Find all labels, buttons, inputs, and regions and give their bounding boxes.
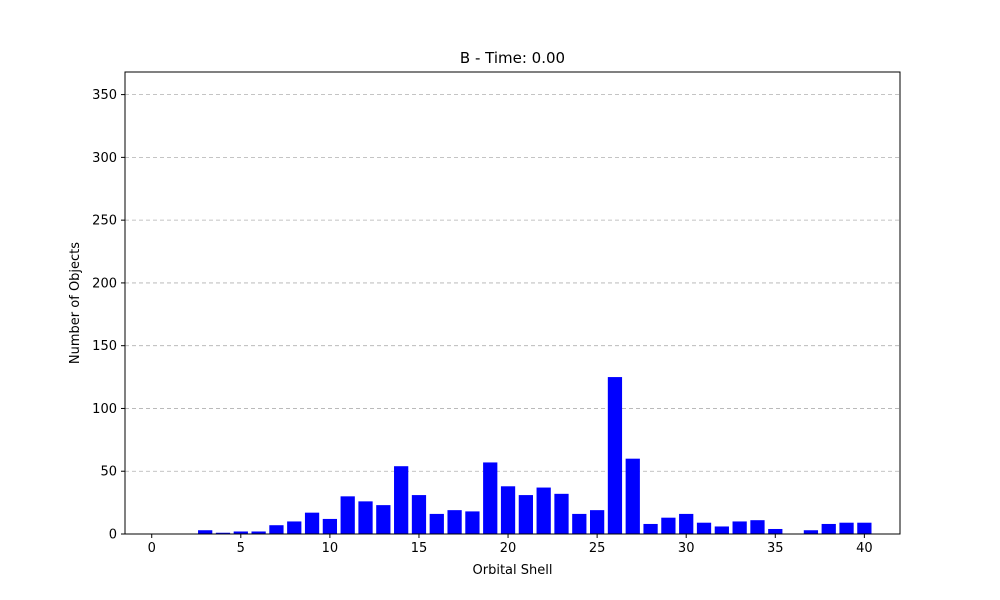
bar (447, 510, 462, 534)
bars (198, 377, 872, 534)
x-tick-label: 20 (500, 541, 517, 556)
gridlines (125, 94, 900, 472)
bar (465, 511, 480, 534)
y-tick-label: 150 (92, 339, 117, 354)
y-axis-label: Number of Objects (68, 242, 83, 364)
bar (839, 522, 854, 534)
bar (304, 512, 320, 534)
bar (661, 517, 676, 534)
bar (233, 531, 248, 534)
bar (198, 530, 213, 534)
bar (590, 510, 605, 534)
bar (679, 513, 694, 534)
bar (340, 496, 355, 534)
bar (322, 518, 338, 534)
x-tick-label: 15 (411, 541, 428, 556)
bar (500, 486, 516, 534)
axis-ticks: 0 5 10 15 20 25 30 35 40 0 50 100 150 200 250 300 350 (92, 88, 872, 556)
x-tick-label: 40 (856, 541, 873, 556)
y-tick-label: 200 (92, 276, 117, 291)
bar (215, 532, 231, 534)
x-tick-label: 5 (237, 541, 245, 556)
bar (269, 525, 284, 534)
y-tick-label: 100 (92, 402, 117, 417)
x-axis-label: Orbital Shell (473, 563, 553, 578)
bar (376, 505, 391, 534)
bar (394, 466, 409, 534)
bar (607, 377, 623, 534)
bar (768, 528, 783, 534)
y-tick-label: 300 (92, 151, 117, 166)
bar (643, 523, 658, 534)
bar (554, 493, 569, 534)
bar (287, 521, 302, 534)
y-tick-label: 50 (100, 465, 117, 480)
x-tick-label: 10 (322, 541, 339, 556)
bar (696, 522, 712, 534)
chart-title: B - Time: 0.00 (460, 49, 565, 67)
bar (518, 495, 533, 534)
bar (251, 531, 266, 534)
bar (572, 513, 587, 534)
x-tick-label: 35 (767, 541, 784, 556)
x-tick-label: 30 (678, 541, 695, 556)
bar (536, 487, 551, 534)
x-tick-label: 25 (589, 541, 606, 556)
x-tick-label: 0 (148, 541, 156, 556)
bar (411, 495, 427, 534)
bar (732, 521, 747, 534)
y-tick-label: 0 (109, 528, 117, 543)
y-tick-label: 350 (92, 88, 117, 103)
bar (714, 526, 729, 534)
bar (625, 458, 640, 534)
y-tick-label: 250 (92, 214, 117, 229)
bar (750, 520, 765, 534)
plot-frame (124, 71, 901, 535)
bar (429, 513, 444, 534)
bar (857, 522, 872, 534)
bar (821, 523, 836, 534)
bar (803, 530, 819, 534)
bar (358, 501, 373, 534)
bar (483, 462, 498, 534)
